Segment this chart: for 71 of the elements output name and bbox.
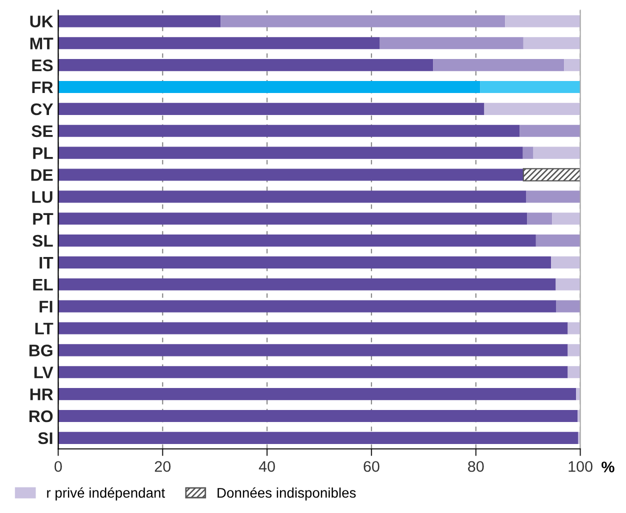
y-tick-label: MT xyxy=(30,38,54,50)
bar xyxy=(536,234,580,247)
x-tick-label: 20 xyxy=(154,461,171,472)
bar xyxy=(552,212,580,225)
y-tick-label: FI xyxy=(40,300,52,312)
bar xyxy=(58,344,568,356)
bar xyxy=(58,278,556,290)
y-tick-label: SL xyxy=(32,234,53,247)
bar xyxy=(58,432,578,444)
y-tick-label: IT xyxy=(40,257,54,269)
bar xyxy=(58,388,576,400)
bar xyxy=(564,59,580,72)
bar xyxy=(58,212,528,225)
bar xyxy=(527,212,552,225)
y-tick-label: EL xyxy=(33,278,53,290)
y-tick-label: ES xyxy=(32,59,53,72)
bar xyxy=(380,37,524,50)
y-tick-label: PL xyxy=(33,147,53,159)
y-tick-label: SE xyxy=(32,125,53,138)
y-tick-label: UK xyxy=(30,16,54,28)
legend-label: Données indisponibles xyxy=(218,487,356,500)
bar xyxy=(58,190,526,203)
bar xyxy=(58,410,578,422)
x-axis-title: % xyxy=(602,462,614,472)
bar xyxy=(58,146,523,159)
bar xyxy=(568,366,580,378)
y-tick-label: HR xyxy=(30,388,54,400)
x-tick-label: 80 xyxy=(468,461,484,472)
bar xyxy=(58,234,536,247)
y-tick-label: LU xyxy=(32,191,52,203)
bar xyxy=(58,256,552,268)
bar xyxy=(58,37,380,50)
bar xyxy=(568,344,580,356)
bar xyxy=(556,300,580,312)
bar xyxy=(58,168,524,181)
bar xyxy=(58,102,484,115)
bar xyxy=(433,59,564,72)
bar xyxy=(58,300,556,312)
bar xyxy=(556,278,580,290)
y-tick-label: PT xyxy=(33,213,54,225)
bar xyxy=(220,15,506,28)
y-tick-label: RO xyxy=(29,410,53,422)
y-tick-label: FR xyxy=(32,82,54,94)
bar xyxy=(58,322,568,334)
y-tick-label: DE xyxy=(31,169,53,181)
bar xyxy=(526,190,580,203)
bar xyxy=(522,146,534,159)
bar xyxy=(58,366,568,378)
bar xyxy=(58,59,434,72)
legend-label: r privé indépendant xyxy=(47,487,165,500)
bar xyxy=(522,168,580,182)
bar xyxy=(551,256,580,268)
bar xyxy=(568,322,580,334)
x-tick-label: 100 xyxy=(568,461,592,472)
y-tick-label: LV xyxy=(34,366,54,378)
bar xyxy=(533,146,580,159)
bar xyxy=(480,80,580,94)
bar xyxy=(520,124,580,137)
x-tick-label: 0 xyxy=(54,461,62,472)
bar xyxy=(523,37,580,50)
bar xyxy=(58,15,221,28)
y-tick-label: CY xyxy=(30,103,54,116)
bar xyxy=(484,102,580,115)
x-tick-label: 40 xyxy=(258,461,275,472)
x-tick-label: 60 xyxy=(364,461,380,472)
y-tick-label: BG xyxy=(29,344,52,356)
y-tick-label: LT xyxy=(35,322,54,334)
bar xyxy=(505,15,580,28)
bar xyxy=(58,124,520,137)
bar xyxy=(58,80,480,94)
y-tick-label: SI xyxy=(38,432,52,444)
